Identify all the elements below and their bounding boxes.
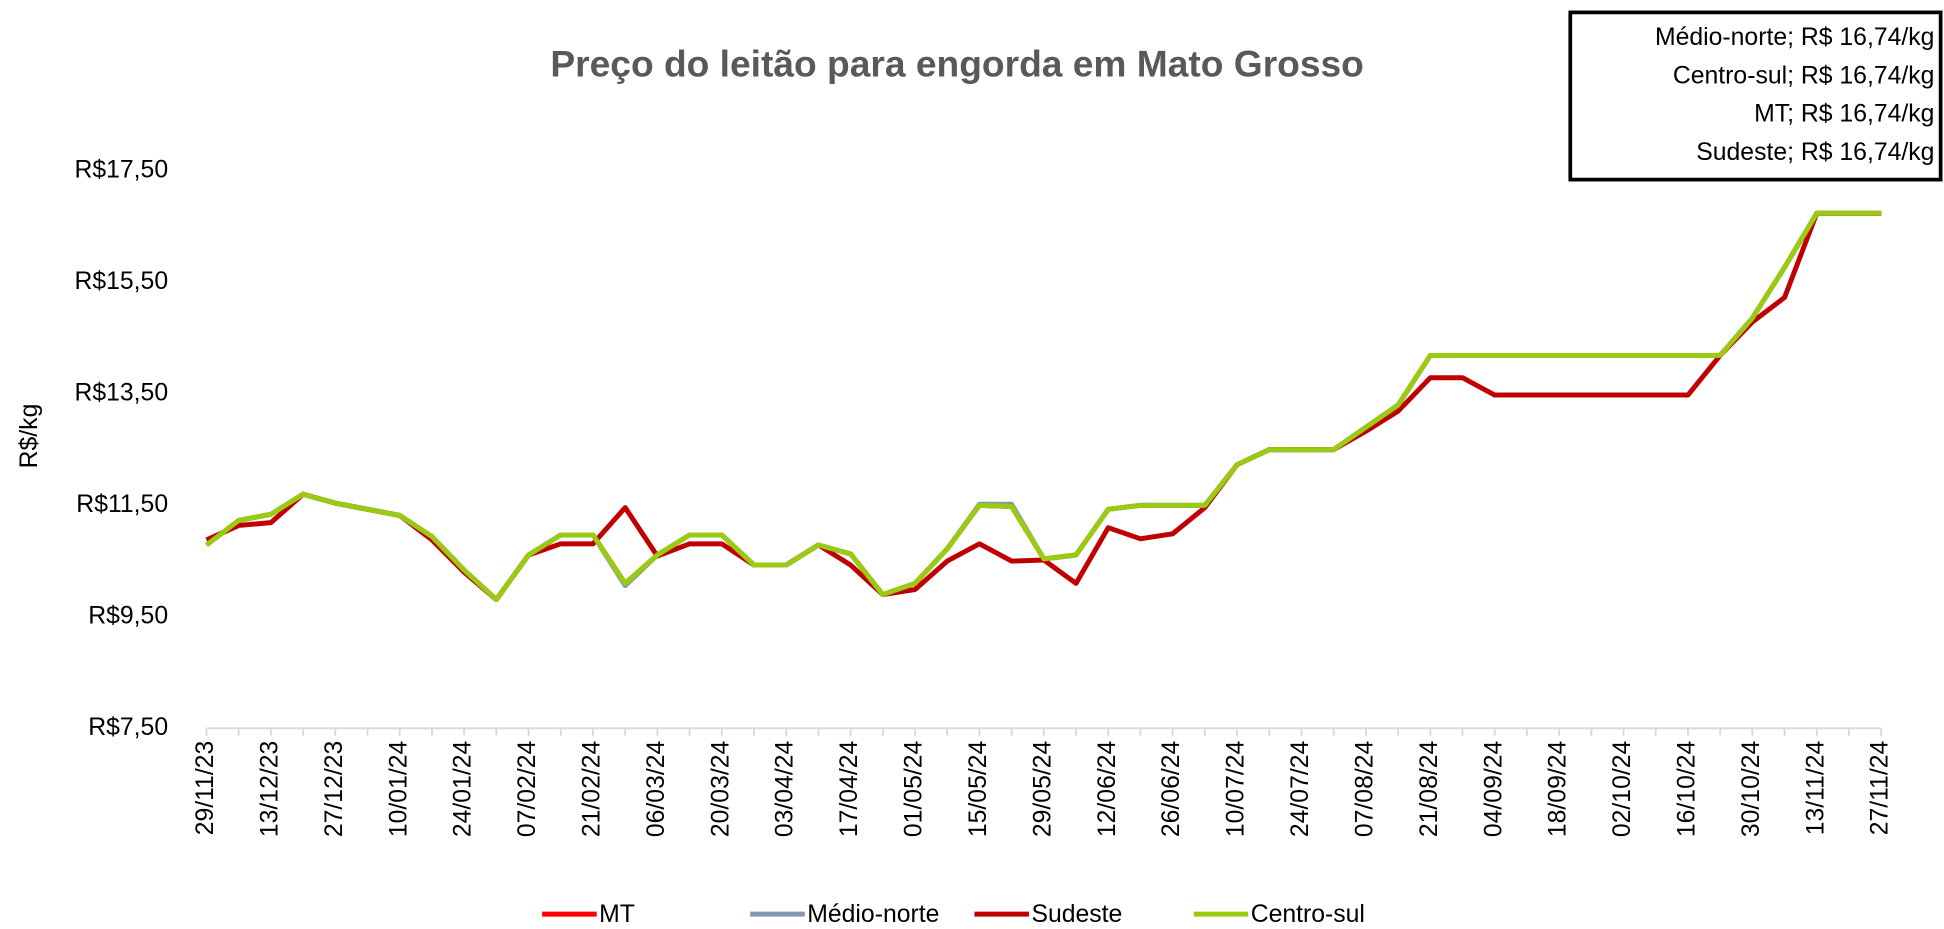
x-tick-label: 13/12/23 bbox=[256, 741, 283, 837]
x-tick-label: 18/09/24 bbox=[1545, 741, 1572, 838]
x-tick-label: 03/04/24 bbox=[772, 741, 799, 838]
y-tick-label: R$11,50 bbox=[76, 491, 168, 518]
annotation: Médio-norte; R$ 16,74/kg bbox=[1655, 24, 1934, 51]
x-tick-label: 07/02/24 bbox=[514, 741, 541, 838]
legend-label: Sudeste bbox=[1031, 901, 1122, 928]
x-tick-label: 27/11/24 bbox=[1867, 741, 1894, 836]
y-tick-label: R$17,50 bbox=[74, 156, 168, 183]
x-tick-label: 12/06/24 bbox=[1094, 741, 1121, 838]
legend-label: Médio-norte bbox=[807, 901, 939, 928]
y-tick-label: R$9,50 bbox=[88, 602, 168, 629]
x-tick-label: 29/11/23 bbox=[192, 741, 219, 836]
y-tick-label: R$15,50 bbox=[74, 268, 168, 295]
x-tick-label: 24/07/24 bbox=[1287, 741, 1314, 838]
x-tick-label: 02/10/24 bbox=[1609, 741, 1636, 838]
legend-label: Centro-sul bbox=[1251, 901, 1365, 928]
x-tick-label: 21/08/24 bbox=[1416, 741, 1443, 838]
x-tick-label: 06/03/24 bbox=[643, 741, 670, 838]
chart-title: Preço do leitão para engorda em Mato Gro… bbox=[550, 43, 1364, 85]
x-tick-label: 01/05/24 bbox=[901, 741, 928, 838]
x-tick-label: 24/01/24 bbox=[450, 741, 477, 838]
y-tick-label: R$7,50 bbox=[88, 714, 168, 741]
x-tick-label: 10/07/24 bbox=[1223, 741, 1250, 838]
x-tick-label: 29/05/24 bbox=[1029, 741, 1056, 838]
series-line bbox=[205, 210, 1882, 603]
y-axis-label: R$/kg bbox=[16, 404, 43, 469]
legend-label: MT bbox=[599, 901, 635, 928]
x-tick-label: 04/09/24 bbox=[1480, 741, 1507, 838]
series-line bbox=[205, 210, 1882, 603]
x-tick-label: 20/03/24 bbox=[707, 741, 734, 838]
y-tick-label: R$13,50 bbox=[74, 379, 168, 406]
x-tick-label: 21/02/24 bbox=[579, 741, 606, 838]
annotation: Centro-sul; R$ 16,74/kg bbox=[1673, 62, 1935, 89]
x-tick-label: 27/12/23 bbox=[321, 741, 348, 837]
series-line bbox=[205, 210, 1882, 603]
x-tick-label: 17/04/24 bbox=[836, 741, 863, 838]
x-tick-label: 30/10/24 bbox=[1738, 741, 1765, 838]
x-tick-label: 07/08/24 bbox=[1351, 741, 1378, 838]
annotation: Sudeste; R$ 16,74/kg bbox=[1696, 139, 1934, 166]
x-tick-label: 26/06/24 bbox=[1158, 741, 1185, 838]
x-tick-label: 13/11/24 bbox=[1802, 741, 1829, 836]
annotation: MT; R$ 16,74/kg bbox=[1754, 101, 1934, 128]
x-tick-label: 10/01/24 bbox=[385, 741, 412, 838]
series-line bbox=[205, 210, 1882, 603]
x-tick-label: 16/10/24 bbox=[1673, 741, 1700, 838]
annotation-box bbox=[1568, 10, 1943, 182]
x-tick-label: 15/05/24 bbox=[965, 741, 992, 838]
